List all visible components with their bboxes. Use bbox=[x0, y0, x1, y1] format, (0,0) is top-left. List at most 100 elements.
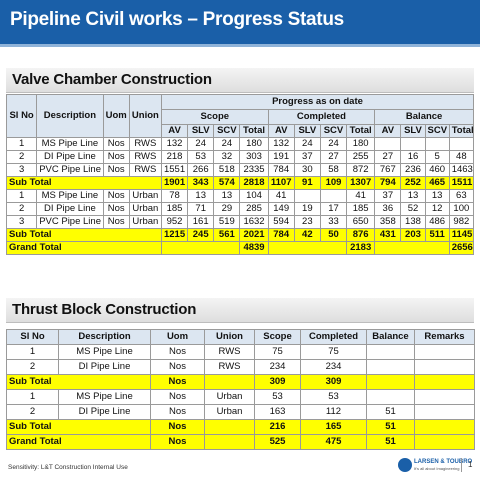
cell-value: 17 bbox=[319, 202, 348, 216]
cell-slno: 3 bbox=[5, 163, 38, 177]
col-av: AV bbox=[160, 124, 189, 138]
cell-value: 266 bbox=[187, 163, 215, 177]
cell-value: 203 bbox=[400, 228, 426, 242]
cell-uom: Nos bbox=[150, 344, 205, 360]
cell-value: 52 bbox=[400, 202, 426, 216]
cell-value: 465 bbox=[424, 176, 450, 190]
cell-value bbox=[448, 137, 475, 151]
cell-value: 794 bbox=[374, 176, 402, 190]
cell-value: 236 bbox=[400, 163, 426, 177]
col-description: Description bbox=[36, 94, 104, 138]
cell-scope: 75 bbox=[254, 344, 301, 360]
cell-completed: 165 bbox=[300, 419, 367, 435]
page-number: 1 bbox=[468, 460, 473, 469]
cell-value: 952 bbox=[160, 215, 189, 229]
cell-value: 71 bbox=[187, 202, 215, 216]
cell-empty bbox=[204, 419, 255, 435]
cell-value: 343 bbox=[187, 176, 215, 190]
cell-value: 132 bbox=[160, 137, 189, 151]
cell-empty bbox=[204, 434, 255, 450]
cell-value: 48 bbox=[448, 150, 475, 164]
cell-balance bbox=[366, 359, 415, 375]
cell-value: 255 bbox=[346, 150, 376, 164]
cell-empty bbox=[160, 241, 241, 255]
cell-uom: Nos bbox=[150, 434, 205, 450]
cell-value: 161 bbox=[187, 215, 215, 229]
subtotal-label: Sub Total bbox=[6, 228, 162, 242]
col-scv: SCV bbox=[319, 124, 348, 138]
cell-value: 13 bbox=[400, 189, 426, 203]
cell-value: 29 bbox=[213, 202, 241, 216]
cell-value: 24 bbox=[213, 137, 241, 151]
cell-description: MS Pipe Line bbox=[58, 389, 151, 405]
cell-slno: 2 bbox=[5, 202, 38, 216]
cell-uom: Nos bbox=[102, 163, 130, 177]
cell-value: 486 bbox=[424, 215, 450, 229]
cell-union: Urban bbox=[204, 389, 255, 405]
cell-value: 872 bbox=[346, 163, 376, 177]
title-banner: Pipeline Civil works – Progress Status bbox=[0, 0, 480, 44]
col-total: Total bbox=[346, 124, 376, 138]
cell-scope: 163 bbox=[254, 404, 301, 420]
cell-value: 104 bbox=[239, 189, 269, 203]
cell-empty bbox=[267, 241, 348, 255]
cell-value bbox=[374, 137, 402, 151]
cell-value: 2021 bbox=[239, 228, 269, 242]
cell-value: 1901 bbox=[160, 176, 189, 190]
cell-slno: 2 bbox=[6, 359, 59, 375]
col-total: Total bbox=[448, 124, 475, 138]
subtotal-row: Sub Total Nos 309 309 bbox=[6, 374, 475, 390]
table-row: 2 DI Pipe Line Nos RWS 218 53 32 303 191 37 27 255 2… bbox=[5, 150, 475, 164]
cell-value: 23 bbox=[293, 215, 321, 229]
col-total: Total bbox=[239, 124, 269, 138]
grand-total-row-label: Grand Total bbox=[6, 434, 151, 450]
cell-value: 53 bbox=[187, 150, 215, 164]
cell-value: 767 bbox=[374, 163, 402, 177]
subtotal-row-label: Sub Total bbox=[6, 374, 151, 390]
col-scope: Scope bbox=[160, 109, 269, 125]
cell-completed: 475 bbox=[300, 434, 367, 450]
cell-value: 149 bbox=[267, 202, 295, 216]
thrust-section-header: Thrust Block Construction bbox=[6, 298, 474, 323]
banner-divider bbox=[0, 44, 480, 47]
cell-union: RWS bbox=[128, 163, 162, 177]
cell-empty bbox=[414, 434, 475, 450]
cell-empty bbox=[204, 374, 255, 390]
cell-value: 561 bbox=[213, 228, 241, 242]
valve-section-header: Valve Chamber Construction bbox=[6, 68, 474, 93]
cell-value: 519 bbox=[213, 215, 241, 229]
cell-uom: Nos bbox=[102, 150, 130, 164]
cell-value: 63 bbox=[448, 189, 475, 203]
cell-value: 19 bbox=[293, 202, 321, 216]
cell-value bbox=[424, 137, 450, 151]
col-description: Description bbox=[58, 329, 151, 345]
cell-description: DI Pipe Line bbox=[36, 150, 104, 164]
cell-value: 16 bbox=[400, 150, 426, 164]
col-slv: SLV bbox=[400, 124, 426, 138]
cell-scope: 525 bbox=[254, 434, 301, 450]
cell-completed: 53 bbox=[300, 389, 367, 405]
cell-uom: Nos bbox=[150, 359, 205, 375]
valve-table: Sl No Description Uom Union Progress as … bbox=[5, 94, 475, 255]
table-row: 1 MS Pipe Line Nos RWS 75 75 bbox=[6, 344, 475, 360]
cell-description: PVC Pipe Line bbox=[36, 215, 104, 229]
subtotal-label: Sub Total bbox=[6, 176, 162, 190]
cell-value: 1463 bbox=[448, 163, 475, 177]
cell-union: RWS bbox=[128, 150, 162, 164]
cell-value: 218 bbox=[160, 150, 189, 164]
valve-section-title: Valve Chamber Construction bbox=[12, 71, 212, 88]
cell-uom: Nos bbox=[102, 215, 130, 229]
thrust-section-title: Thrust Block Construction bbox=[12, 301, 197, 318]
cell-description: DI Pipe Line bbox=[58, 404, 151, 420]
col-union: Union bbox=[204, 329, 255, 345]
thrust-table: Sl No Description Uom Union Scope Comple… bbox=[6, 329, 475, 450]
cell-value: 303 bbox=[239, 150, 269, 164]
cell-value: 1511 bbox=[448, 176, 475, 190]
col-union: Union bbox=[128, 94, 162, 138]
cell-slno: 1 bbox=[6, 389, 59, 405]
cell-uom: Nos bbox=[102, 202, 130, 216]
grand-total-label: Grand Total bbox=[6, 241, 162, 255]
cell-value: 180 bbox=[346, 137, 376, 151]
cell-union: Urban bbox=[128, 202, 162, 216]
sensitivity-note: Sensitivity: L&T Construction Internal U… bbox=[8, 464, 128, 471]
